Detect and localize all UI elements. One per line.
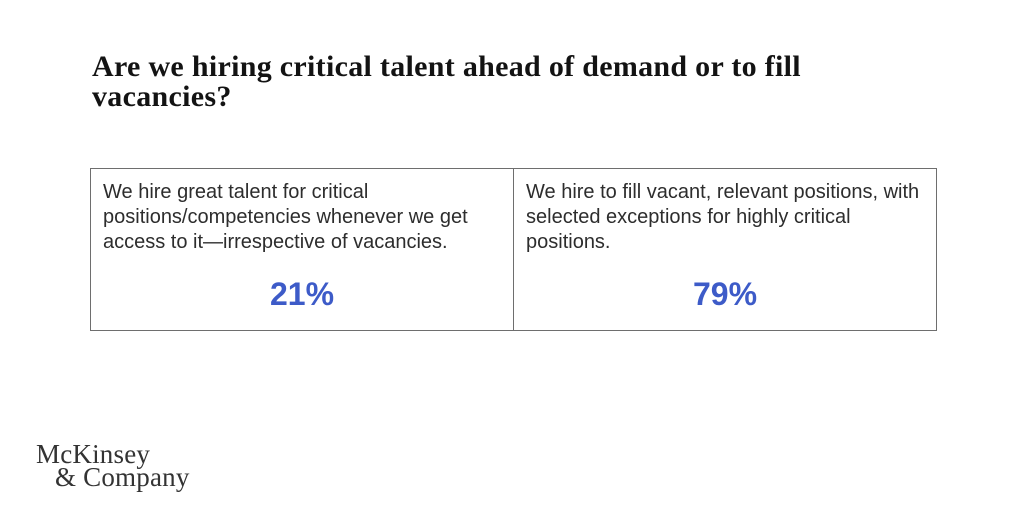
page-title-line-2: vacancies?: [92, 80, 232, 113]
mckinsey-logo-line-1: McKinsey: [36, 439, 151, 469]
option-cell-hire-to-fill-vacancies: We hire to fill vacant, relevant positio…: [513, 169, 936, 330]
option-percentage: 79%: [692, 276, 758, 312]
mckinsey-logo-line-2: & Company: [55, 462, 190, 492]
comparison-table: We hire great talent for critical positi…: [90, 168, 937, 331]
option-description: We hire to fill vacant, relevant positio…: [526, 181, 920, 253]
option-cell-hire-ahead-of-demand: We hire great talent for critical positi…: [91, 169, 513, 330]
option-percentage: 21%: [269, 276, 335, 312]
mckinsey-logo: McKinsey & Company: [36, 439, 190, 492]
page-title: Are we hiring critical talent ahead of d…: [92, 52, 801, 112]
page-title-line-1: Are we hiring critical talent ahead of d…: [92, 50, 801, 83]
option-description: We hire great talent for critical positi…: [103, 181, 468, 253]
